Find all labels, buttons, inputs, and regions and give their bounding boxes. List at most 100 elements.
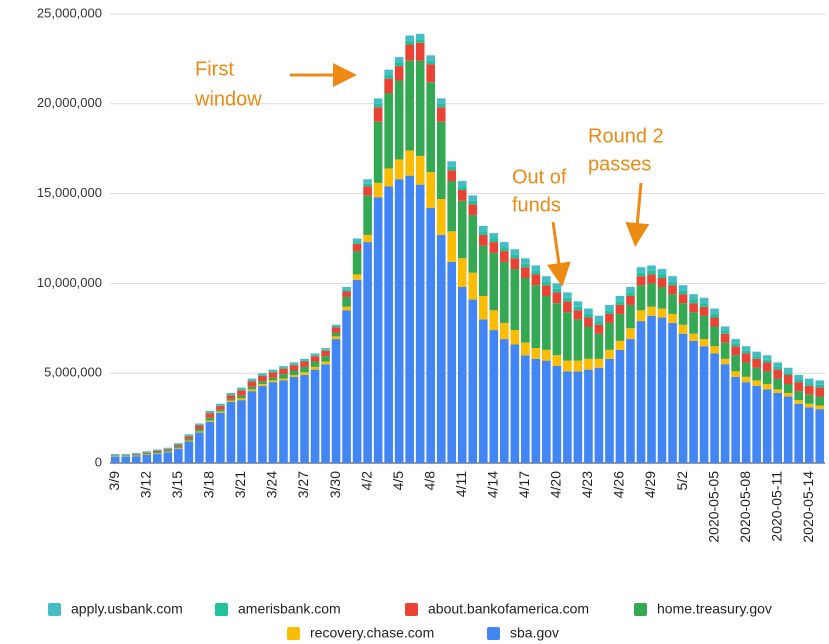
bar-segment [815,387,825,397]
bar-segment [542,295,551,350]
bar-segment [657,278,667,287]
bar-segment [584,369,593,463]
x-tick-label: 4/5 [390,471,406,491]
bar-segment [415,39,425,43]
bar-segment [804,394,814,404]
bar-segment [678,333,688,463]
legend-swatch [215,603,228,616]
bar-segment [226,401,236,463]
bar-segment [804,378,814,384]
bar-segment [373,121,383,183]
y-tick-label: 0 [95,454,102,469]
bar-segment [752,367,761,381]
bar-segment [594,315,604,322]
bar-segment [678,324,688,334]
bar-segment [499,322,509,340]
bar-segment [289,365,299,371]
bar-segment [195,431,204,433]
bar-segment [552,355,562,367]
bar-segment [258,381,267,384]
bar-segment [352,251,362,275]
bar-segment [647,274,656,284]
bar-segment [468,299,478,463]
bar-segment [426,60,436,65]
bar-segment [521,263,530,268]
bar-segment [373,107,383,122]
x-tick-label: 3/9 [106,471,122,491]
bar-segment [226,392,236,395]
bar-segment [352,274,362,280]
bar-segment [394,62,404,67]
bar-segment [247,389,257,392]
bar-segment [804,407,814,463]
bar-segment [647,306,656,316]
bar-segment [205,420,215,422]
bar-segment [647,270,656,275]
bar-segment [752,380,761,386]
bar-segment [216,411,225,413]
bar-segment [352,238,362,243]
bar-segment [174,444,183,446]
bar-segment [352,242,362,244]
bar-segment [531,265,541,271]
bar-segment [321,364,330,463]
bar-segment [342,296,351,307]
bar-segment [226,394,236,396]
bar-segment [794,391,804,401]
bar-segment [731,346,740,356]
bar-segment [499,339,509,463]
bar-segment [731,376,740,463]
bar-segment [720,342,730,359]
bar-segment [384,69,393,76]
bar-segment [205,413,215,418]
bar-segment [163,447,173,449]
bar-segment [321,356,330,362]
bar-segment [384,75,393,79]
bar-segment [573,310,583,320]
bar-segment [110,455,120,456]
bar-segment [436,107,446,122]
bar-segment [521,258,530,264]
bar-segment [657,286,667,309]
bar-segment [289,362,299,365]
legend-label: about.bankofamerica.com [428,601,589,617]
bar-segment [363,234,372,243]
bar-segment [773,362,782,367]
bar-segment [405,40,414,45]
bar-segment [205,417,215,421]
bar-segment [174,448,183,463]
legend-label: home.treasury.gov [657,601,772,617]
bar-segment [531,348,541,359]
bar-segment [478,245,488,296]
bar-segment [689,299,698,304]
bar-segment [794,382,804,392]
grid: 0 5,000,000 10,000,000 15,000,000 20,000,000… [37,5,825,469]
bars [110,33,825,463]
bar-segment [153,453,162,463]
bar-segment [531,358,541,463]
bar-segment [310,355,320,357]
legend-label: apply.usbank.com [71,601,183,617]
bar-segment [521,355,530,463]
bar-segment [258,373,267,375]
x-tick-label: 2020-05-08 [737,471,753,543]
bar-segment [195,425,204,430]
bar-segment [731,343,740,347]
bar-segment [657,274,667,279]
bar-segment [405,44,414,61]
bar-segment [121,455,131,456]
bar-segment [247,391,257,463]
bar-segment [794,400,804,404]
y-tick-label: 15,000,000 [37,185,102,200]
bar-segment [584,358,593,370]
bar-segment [384,186,393,463]
bar-segment [468,195,478,201]
x-tick-label: 4/23 [579,471,595,498]
bar-segment [584,313,593,318]
bar-segment [247,381,257,387]
bar-segment [405,150,414,176]
bar-segment [331,332,341,337]
bar-segment [794,403,804,463]
bar-segment [573,371,583,463]
bar-segment [573,306,583,311]
